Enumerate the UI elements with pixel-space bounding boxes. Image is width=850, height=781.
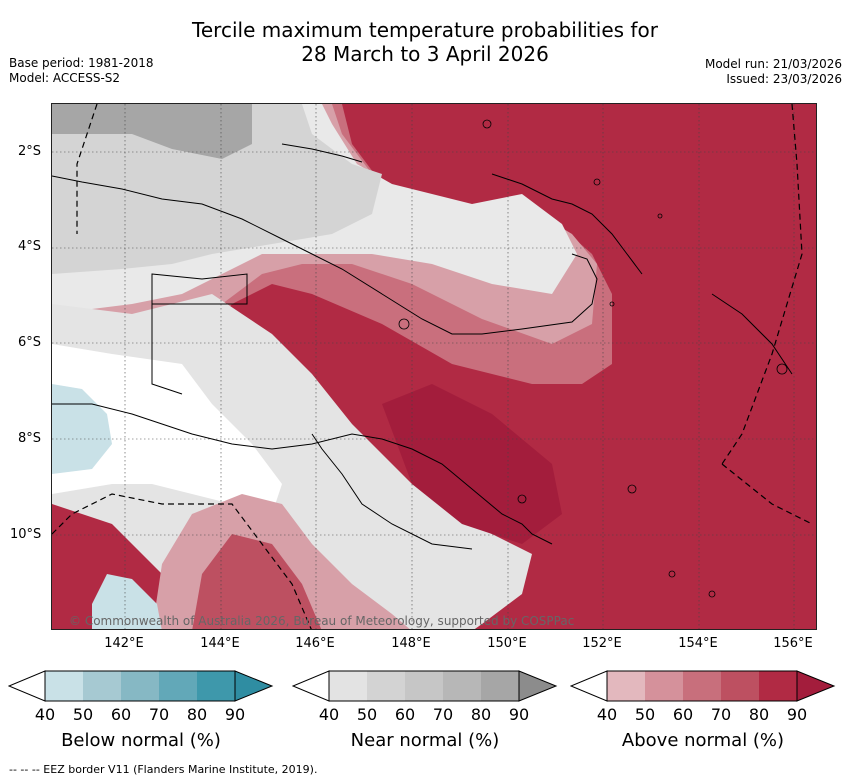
- tick: 40: [34, 705, 56, 724]
- above-swatch-2: [683, 671, 721, 701]
- below-swatch-1: [83, 671, 121, 701]
- lat-label-6s: 6°S: [18, 335, 42, 350]
- tick: 80: [748, 705, 770, 724]
- colorbar-near-label: Near normal (%): [350, 730, 500, 751]
- tick: 90: [786, 705, 808, 724]
- issued-date: Issued: 23/03/2026: [726, 72, 842, 86]
- lon-label-150e: 150°E: [487, 636, 527, 651]
- below-swatch-5: [235, 671, 272, 701]
- colorbar-near-bar: [292, 670, 558, 702]
- tick: 70: [148, 705, 170, 724]
- below-swatch-2: [121, 671, 159, 701]
- lon-label-152e: 152°E: [582, 636, 622, 651]
- below-normal-40-south: [92, 574, 162, 629]
- above-normal-70-south: [192, 534, 322, 629]
- lon-label-148e: 148°E: [391, 636, 431, 651]
- near-swatch-5: [519, 671, 556, 701]
- lon-label-146e: 146°E: [295, 636, 335, 651]
- above-swatch-4: [759, 671, 797, 701]
- colorbar-below-label: Below normal (%): [61, 730, 221, 751]
- colorbar-above-bar: [570, 670, 836, 702]
- near-swatch-4: [481, 671, 519, 701]
- eez-footnote: -- -- -- EEZ border V11 (Flanders Marine…: [9, 763, 318, 776]
- base-period: Base period: 1981-2018: [9, 56, 154, 70]
- tick: 50: [356, 705, 378, 724]
- tick: 90: [508, 705, 530, 724]
- colorbar-below-bar: [8, 670, 274, 702]
- coastline: [52, 143, 793, 550]
- lon-label-156e: 156°E: [773, 636, 813, 651]
- chart-title: Tercile maximum temperature probabilitie…: [0, 18, 850, 66]
- near-swatch-3: [443, 671, 481, 701]
- near-swatch-1: [367, 671, 405, 701]
- below-swatch-0: [45, 671, 83, 701]
- tick: 70: [432, 705, 454, 724]
- below-swatch-4: [197, 671, 235, 701]
- above-swatch-5: [797, 671, 834, 701]
- tick: 60: [672, 705, 694, 724]
- tick: 90: [224, 705, 246, 724]
- above-normal-90-region: [382, 384, 562, 544]
- tick: 80: [186, 705, 208, 724]
- lon-label-142e: 142°E: [104, 636, 144, 651]
- below-normal-40-west: [52, 384, 112, 474]
- meta-left: Base period: 1981-2018 Model: ACCESS-S2: [9, 56, 154, 86]
- tick: 50: [72, 705, 94, 724]
- islands: [398, 119, 788, 598]
- copyright-notice: © Commonwealth of Australia 2026, Bureau…: [69, 614, 575, 628]
- probability-map: [51, 103, 817, 630]
- below-swatch-3: [159, 671, 197, 701]
- lon-label-154e: 154°E: [678, 636, 718, 651]
- meta-right: Model run: 21/03/2026 Issued: 23/03/2026: [705, 57, 842, 87]
- model-run: Model run: 21/03/2026: [704, 57, 842, 71]
- title-line-1: Tercile maximum temperature probabilitie…: [192, 18, 658, 42]
- near-swatch-0: [329, 671, 367, 701]
- near-normal-80-region: [52, 104, 252, 159]
- lat-label-2s: 2°S: [18, 144, 42, 159]
- lat-label-4s: 4°S: [18, 239, 42, 254]
- lon-label-144e: 144°E: [200, 636, 240, 651]
- tick: 50: [634, 705, 656, 724]
- tick: 40: [318, 705, 340, 724]
- tick: 70: [710, 705, 732, 724]
- near-swatch-2: [405, 671, 443, 701]
- no-signal-region: [52, 344, 282, 514]
- eez-border: [52, 104, 813, 629]
- model-name: Model: ACCESS-S2: [9, 71, 121, 85]
- above-swatch-3: [721, 671, 759, 701]
- above-swatch-0: [607, 671, 645, 701]
- colorbar-above-label: Above normal (%): [621, 730, 785, 751]
- tick: 60: [394, 705, 416, 724]
- tick: 80: [470, 705, 492, 724]
- tick: 40: [596, 705, 618, 724]
- tick: 60: [110, 705, 132, 724]
- title-line-2: 28 March to 3 April 2026: [301, 42, 549, 66]
- lat-label-10s: 10°S: [10, 527, 42, 542]
- lat-label-8s: 8°S: [18, 431, 42, 446]
- above-swatch-1: [645, 671, 683, 701]
